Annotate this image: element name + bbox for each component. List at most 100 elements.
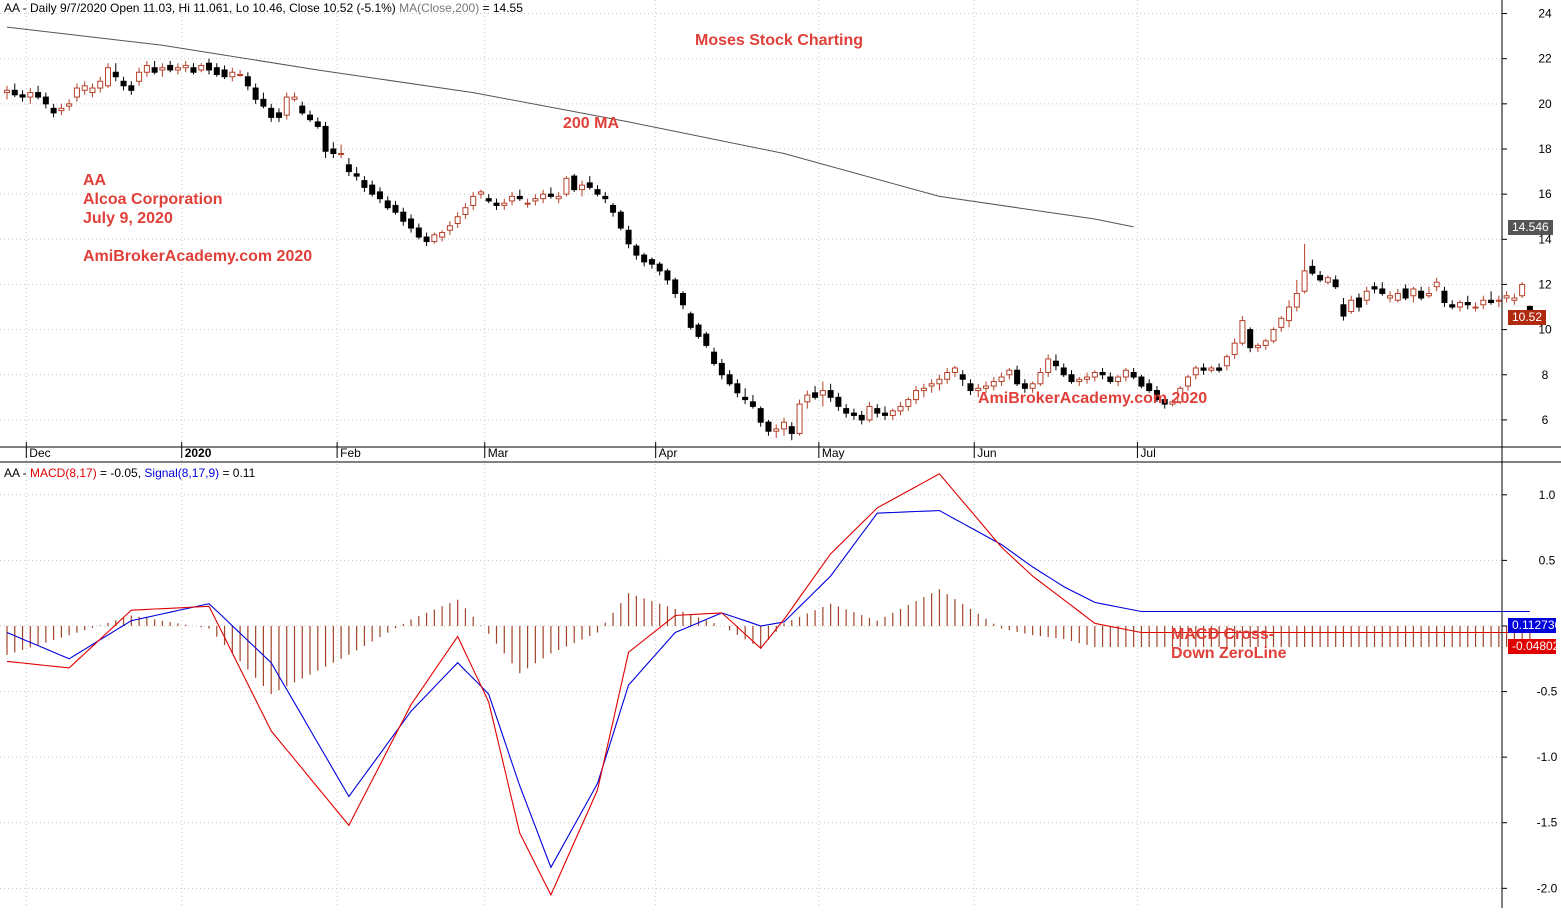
candle-body (610, 204, 617, 213)
site-annotation-top: AmiBrokerAcademy.com 2020 (83, 248, 313, 265)
price-header-text: AA - Daily 9/7/2020 Open 11.03, Hi 11.06… (4, 1, 396, 15)
candle-body (338, 153, 345, 156)
candle-body (1495, 299, 1502, 302)
candle-body (726, 374, 733, 385)
price-header: AA - Daily 9/7/2020 Open 11.03, Hi 11.06… (4, 1, 523, 15)
candle-body (835, 396, 842, 407)
time-axis-label: Mar (488, 446, 509, 460)
candle-body (913, 390, 920, 401)
candle-body (1239, 320, 1246, 344)
candle-body (804, 394, 811, 403)
candle-body (415, 227, 422, 238)
candle-body (1472, 306, 1479, 309)
candle-body (1122, 369, 1129, 378)
candle-body (1021, 383, 1028, 389)
candle-body (237, 74, 244, 76)
time-axis-label: Jun (977, 446, 996, 460)
price-axis-label: 18 (1538, 142, 1552, 156)
time-axis-label: Feb (340, 446, 361, 460)
candle-body (229, 71, 236, 78)
candle-body (314, 121, 321, 127)
candle-body (641, 254, 648, 263)
price-axis-label: 10 (1538, 323, 1552, 337)
candle-body (275, 112, 282, 118)
candle-body (905, 399, 912, 407)
candle-body (1464, 302, 1471, 306)
candle-body (299, 105, 306, 114)
candle-body (128, 85, 135, 91)
candle-body (1130, 372, 1137, 378)
candle-body (1340, 304, 1347, 317)
candle-body (1068, 374, 1075, 383)
candle-body (1084, 376, 1091, 380)
candle-body (260, 98, 267, 107)
macd-header-label: MACD(8,17) (30, 466, 97, 480)
candle-body (920, 387, 927, 392)
candle-body (1379, 288, 1386, 294)
candle-body (167, 64, 174, 71)
candle-body (1324, 277, 1331, 283)
candle-body (1138, 376, 1145, 387)
candle-body (757, 408, 764, 423)
macd-axis-label: -2.0 (1537, 881, 1558, 895)
candle-body (493, 202, 500, 206)
candle-body (1418, 290, 1425, 299)
candle-body (625, 229, 632, 245)
candle-body (4, 89, 10, 94)
candle-body (97, 80, 104, 89)
candle-body (1208, 367, 1215, 371)
candle-body (1169, 401, 1176, 405)
candle-body (1332, 279, 1339, 288)
candle-body (679, 292, 686, 306)
candle-body (190, 67, 197, 73)
signal-header-value: = 0.11 (219, 466, 256, 480)
candle-body (664, 270, 671, 281)
site-title-annotation: Moses Stock Charting (695, 32, 864, 49)
candle-body (695, 324, 702, 337)
candle-body (594, 189, 601, 195)
candle-body (967, 383, 974, 392)
candle-body (1099, 372, 1106, 376)
candle-body (1223, 356, 1230, 367)
candle-body (1433, 281, 1440, 288)
candle-body (345, 164, 352, 173)
macd-note-line1: MACD Cross- (1171, 626, 1275, 643)
candle-body (19, 94, 26, 98)
candle-body (1441, 290, 1448, 304)
candle-body (198, 64, 205, 71)
candle-body (532, 198, 539, 202)
candle-body (648, 259, 655, 265)
candle-body (1107, 376, 1114, 383)
candle-body (773, 428, 780, 432)
candle-body (384, 200, 391, 209)
signal-header-label: Signal(8,17,9) (144, 466, 220, 480)
candle-body (81, 85, 88, 91)
candle-body (1115, 376, 1122, 383)
candle-body (462, 207, 469, 215)
candle-body (944, 372, 951, 380)
candle-body (89, 87, 96, 94)
time-axis-label: Jul (1140, 446, 1155, 460)
candle-body (524, 202, 531, 205)
candle-body (174, 67, 181, 71)
candle-body (975, 387, 982, 392)
candle-body (781, 421, 787, 430)
candle-body (1394, 292, 1401, 301)
macd-header: AA - MACD(8,17) = -0.05, Signal(8,17,9) … (4, 466, 255, 480)
candle-body (1254, 344, 1261, 349)
candle-body (1355, 297, 1362, 308)
candle-body (307, 114, 314, 121)
price-axis-label: 14 (1538, 232, 1552, 246)
candle-body (711, 351, 718, 364)
candle-body (1262, 340, 1269, 346)
candle-body (1348, 299, 1355, 313)
ma-annotation: 200 MA (563, 115, 620, 132)
time-axis-label: 2020 (185, 446, 212, 460)
candle-body (866, 405, 873, 421)
candle-body (1371, 286, 1378, 290)
candle-body (617, 211, 624, 229)
price-axis-label: 20 (1538, 97, 1552, 111)
price-axis-label: 12 (1538, 277, 1552, 291)
time-axis-label: Apr (659, 446, 678, 460)
price-axis-label: 16 (1538, 187, 1552, 201)
